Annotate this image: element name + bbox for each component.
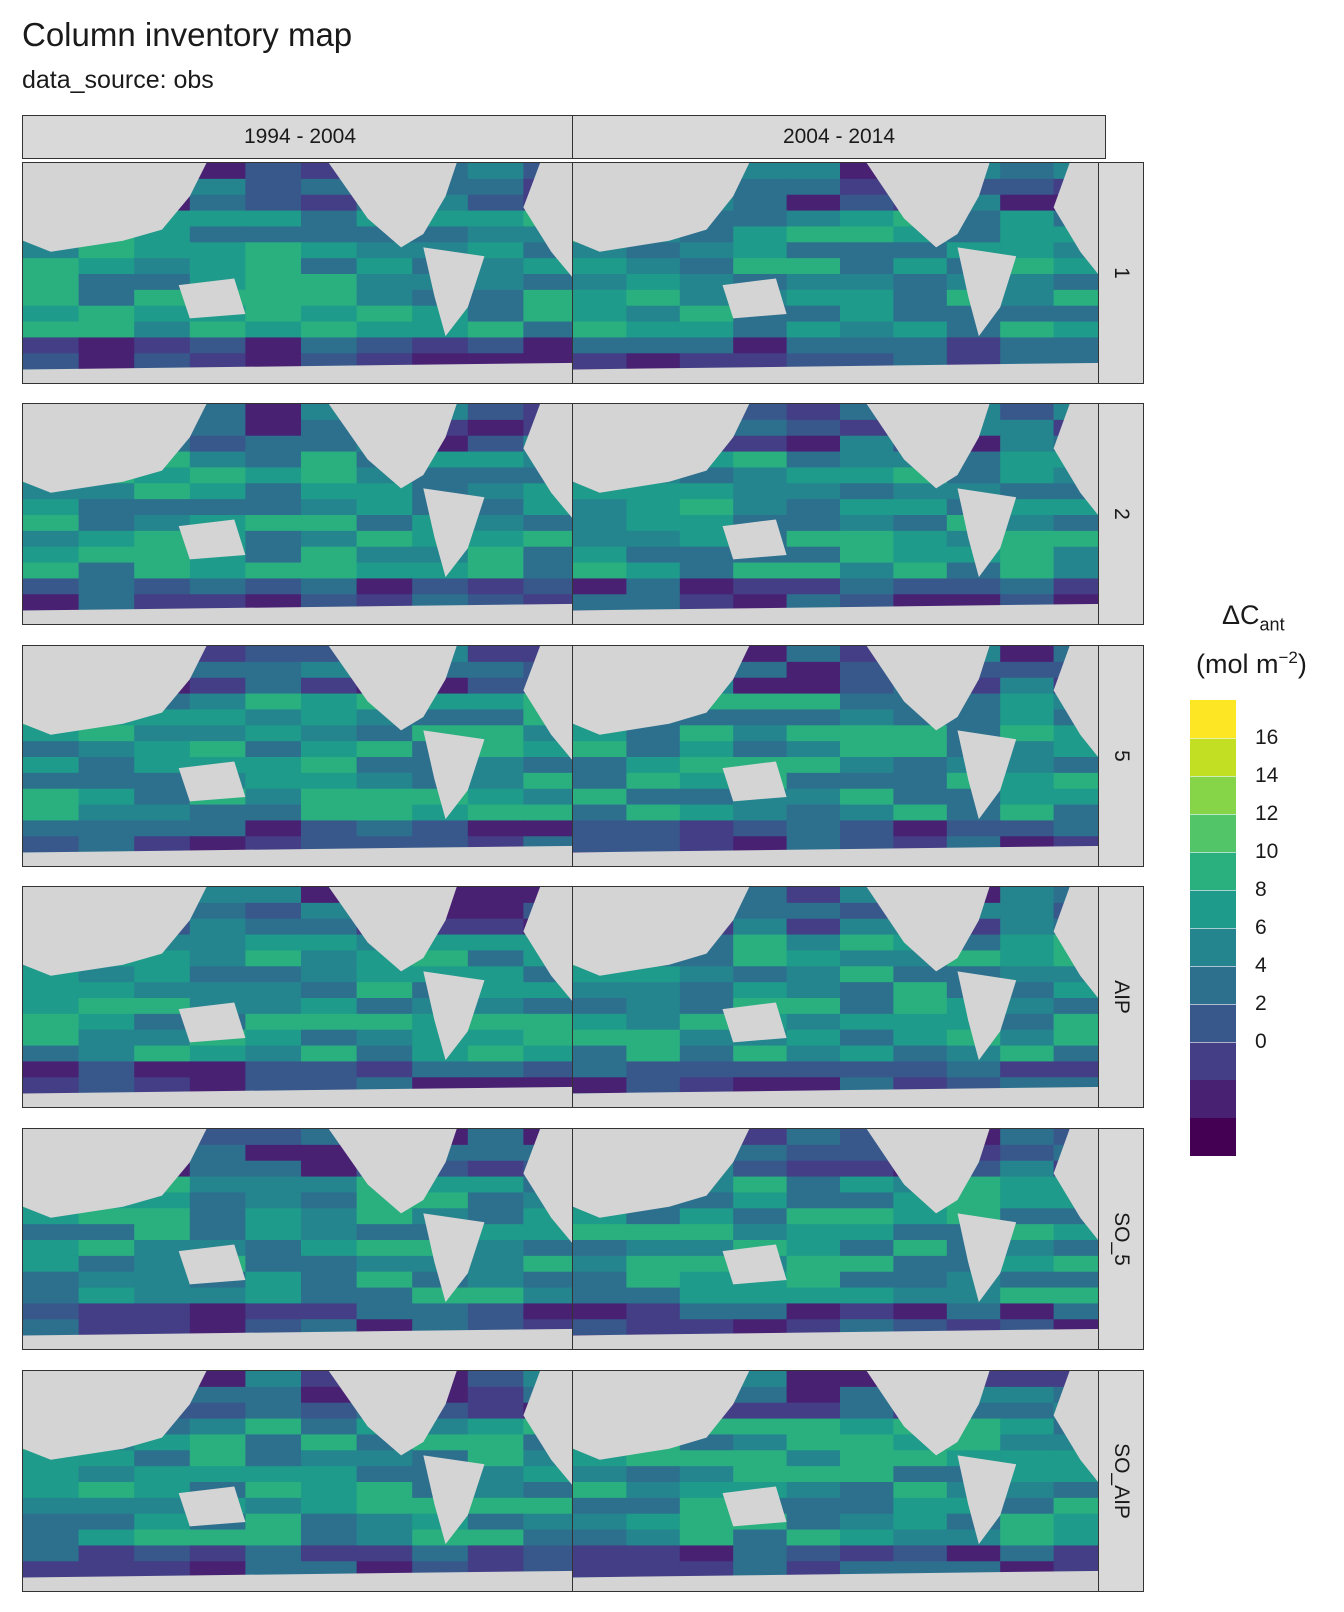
map-panel bbox=[572, 645, 1106, 867]
legend-color-step bbox=[1190, 966, 1236, 1004]
legend-tick-mark bbox=[1190, 966, 1236, 967]
chart-title: Column inventory map bbox=[22, 16, 353, 53]
row-label-5: 5 bbox=[1098, 645, 1144, 867]
legend-tick-label: 8 bbox=[1255, 878, 1267, 901]
row-label-text: SO_5 bbox=[1110, 1212, 1133, 1266]
legend-tick-mark bbox=[1190, 890, 1236, 891]
legend-tick-mark bbox=[1190, 814, 1236, 815]
legend-tick-mark bbox=[1190, 1004, 1236, 1005]
row-label-aip: AIP bbox=[1098, 886, 1144, 1108]
column-header-1994-2004: 1994 - 2004 bbox=[22, 115, 578, 159]
legend-tick-label: 10 bbox=[1255, 840, 1279, 863]
row-label-text: SO_AIP bbox=[1110, 1443, 1133, 1519]
row-label-text: 5 bbox=[1110, 750, 1133, 762]
map-panel bbox=[572, 886, 1106, 1108]
legend-tick-mark bbox=[1190, 776, 1236, 777]
legend-tick-label: 14 bbox=[1255, 764, 1279, 787]
legend-color-step bbox=[1190, 852, 1236, 890]
legend-color-step bbox=[1190, 814, 1236, 852]
chart-subtitle: data_source: obs bbox=[22, 66, 214, 94]
legend-tick-label: 2 bbox=[1255, 992, 1267, 1015]
map-panel bbox=[22, 1128, 578, 1350]
map-panel bbox=[572, 403, 1106, 625]
legend-tick-mark bbox=[1190, 928, 1236, 929]
legend-colorbar bbox=[1190, 700, 1236, 1156]
legend-color-step bbox=[1190, 1080, 1236, 1118]
map-panel bbox=[572, 1128, 1106, 1350]
legend-tick-label: 6 bbox=[1255, 916, 1267, 939]
legend-color-step bbox=[1190, 928, 1236, 966]
map-panel bbox=[22, 645, 578, 867]
map-panel bbox=[22, 162, 578, 384]
row-label-so-5: SO_5 bbox=[1098, 1128, 1144, 1350]
legend-title: ΔCant bbox=[1222, 600, 1285, 635]
legend-tick-label: 0 bbox=[1255, 1030, 1267, 1053]
legend-tick-label: 16 bbox=[1255, 726, 1279, 749]
map-panel bbox=[572, 162, 1106, 384]
map-panel bbox=[22, 886, 578, 1108]
row-label-2: 2 bbox=[1098, 403, 1144, 625]
legend-tick-mark bbox=[1190, 738, 1236, 739]
legend-color-step bbox=[1190, 1042, 1236, 1080]
row-label-so-aip: SO_AIP bbox=[1098, 1370, 1144, 1592]
legend-tick-label: 4 bbox=[1255, 954, 1267, 977]
legend-tick-label: 12 bbox=[1255, 802, 1279, 825]
row-label-text: 1 bbox=[1110, 267, 1133, 279]
column-header-2004-2014: 2004 - 2014 bbox=[572, 115, 1106, 159]
legend-color-step bbox=[1190, 890, 1236, 928]
legend-color-step bbox=[1190, 776, 1236, 814]
row-label-text: AIP bbox=[1110, 980, 1133, 1014]
map-panel bbox=[22, 403, 578, 625]
row-label-1: 1 bbox=[1098, 162, 1144, 384]
legend-unit: (mol m−2) bbox=[1196, 648, 1307, 679]
legend-color-step bbox=[1190, 1118, 1236, 1156]
map-panel bbox=[22, 1370, 578, 1592]
legend-tick-mark bbox=[1190, 1042, 1236, 1043]
legend-color-step bbox=[1190, 1004, 1236, 1042]
legend-tick-mark bbox=[1190, 852, 1236, 853]
map-panel bbox=[572, 1370, 1106, 1592]
row-label-text: 2 bbox=[1110, 508, 1133, 520]
legend-color-step bbox=[1190, 700, 1236, 738]
legend-color-step bbox=[1190, 738, 1236, 776]
